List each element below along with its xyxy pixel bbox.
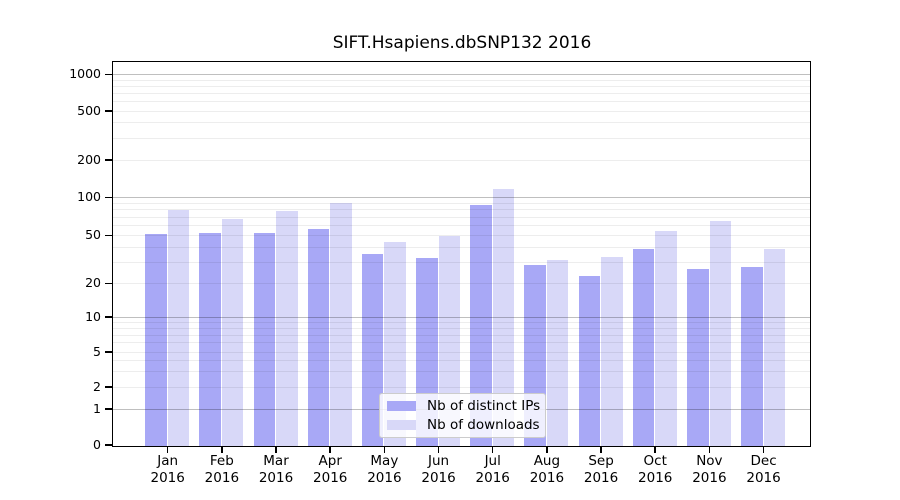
legend-swatch-distinct-ips — [387, 401, 416, 411]
bar-nb-of-downloads-dec — [763, 249, 786, 446]
bar-nb-of-downloads-aug — [546, 260, 569, 446]
gridline-minor-200 — [113, 159, 810, 161]
legend-swatch-downloads — [387, 420, 416, 430]
x-tick-mark-nov — [708, 446, 711, 454]
x-tick-mark-aug — [546, 446, 548, 454]
y-tick-label-10: 10 — [85, 308, 101, 324]
x-tick-mark-dec — [762, 446, 765, 454]
bar-nb-of-distinct-ips-feb — [199, 232, 221, 446]
y-tick-mark-20 — [105, 282, 112, 285]
bar-nb-of-distinct-ips-jan — [145, 233, 167, 446]
bar-nb-of-downloads-jan — [167, 209, 190, 446]
y-tick-label-500: 500 — [77, 102, 101, 118]
x-tick-label-sep: Sep 2016 — [583, 453, 619, 487]
gridline-minor-60 — [113, 225, 810, 226]
chart-title: SIFT.Hsapiens.dbSNP132 2016 — [332, 33, 592, 53]
bar-nb-of-distinct-ips-mar — [253, 232, 276, 446]
x-tick-mark-jun — [437, 446, 440, 454]
x-tick-mark-jan — [166, 446, 169, 454]
bar-nb-of-downloads-sep — [601, 256, 623, 446]
y-tick-label-200: 200 — [77, 151, 101, 167]
x-tick-label-nov: Nov 2016 — [692, 453, 727, 487]
x-tick-mark-mar — [275, 446, 277, 454]
legend-item-distinct-ips: Nb of distinct IPs — [380, 397, 545, 414]
legend-item-downloads: Nb of downloads — [380, 416, 545, 433]
x-tick-label-may: May 2016 — [367, 453, 402, 487]
bar-nb-of-distinct-ips-nov — [687, 269, 709, 446]
gridline-minor-80 — [113, 209, 810, 211]
bar-nb-of-downloads-apr — [330, 203, 352, 446]
x-tick-label-dec: Dec 2016 — [746, 453, 781, 487]
bar-nb-of-distinct-ips-oct — [632, 249, 655, 446]
gridline-minor-70 — [113, 216, 810, 218]
legend-label-downloads: Nb of downloads — [427, 416, 540, 433]
x-tick-mark-oct — [654, 446, 656, 454]
gridline-major-1000 — [113, 74, 810, 75]
bar-nb-of-distinct-ips-apr — [307, 228, 330, 446]
bar-nb-of-distinct-ips-jul — [470, 205, 492, 446]
bar-nb-of-distinct-ips-dec — [741, 267, 763, 446]
x-tick-label-mar: Mar 2016 — [258, 453, 294, 487]
gridline-minor-300 — [113, 137, 810, 139]
x-tick-label-feb: Feb 2016 — [204, 453, 240, 487]
gridline-minor-600 — [113, 100, 810, 102]
y-tick-label-50: 50 — [85, 227, 101, 243]
bar-nb-of-downloads-oct — [655, 230, 677, 446]
x-tick-mark-may — [383, 446, 386, 454]
bar-nb-of-downloads-feb — [221, 218, 244, 446]
x-tick-label-jun: Jun 2016 — [421, 453, 456, 487]
legend-label-distinct-ips: Nb of distinct IPs — [427, 397, 541, 414]
y-tick-mark-500 — [105, 110, 112, 112]
x-tick-label-oct: Oct 2016 — [638, 453, 673, 487]
y-tick-mark-1000 — [105, 73, 112, 76]
gridline-minor-800 — [113, 85, 810, 87]
y-tick-mark-5 — [105, 351, 112, 353]
x-tick-label-aug: Aug 2016 — [529, 453, 565, 487]
x-tick-mark-jul — [491, 446, 494, 454]
x-tick-label-apr: Apr 2016 — [313, 453, 348, 487]
gridline-minor-700 — [113, 92, 810, 94]
y-tick-label-5: 5 — [93, 343, 101, 359]
y-tick-label-2: 2 — [93, 378, 101, 394]
x-tick-mark-feb — [221, 446, 223, 454]
bar-nb-of-distinct-ips-may — [361, 253, 384, 446]
y-tick-mark-50 — [105, 234, 112, 237]
bar-nb-of-downloads-nov — [709, 220, 731, 446]
y-tick-label-1000: 1000 — [69, 66, 101, 82]
gridline-minor-900 — [113, 79, 810, 81]
y-tick-mark-0 — [105, 444, 112, 446]
y-tick-mark-2 — [105, 386, 112, 388]
y-tick-mark-1 — [105, 408, 112, 410]
gridline-minor-90 — [113, 202, 810, 204]
bar-nb-of-distinct-ips-sep — [578, 275, 601, 446]
gridline-minor-400 — [113, 122, 810, 124]
gridline-major-100 — [113, 197, 810, 198]
y-tick-mark-10 — [105, 316, 112, 318]
y-tick-mark-100 — [105, 196, 112, 199]
y-tick-label-20: 20 — [85, 275, 101, 291]
y-tick-label-0: 0 — [93, 436, 101, 452]
x-tick-mark-apr — [329, 446, 331, 454]
gridline-minor-500 — [113, 110, 810, 112]
x-tick-label-jan: Jan 2016 — [150, 453, 185, 487]
x-tick-mark-sep — [600, 446, 602, 454]
plot-area: Nb of distinct IPs Nb of downloads — [112, 61, 811, 447]
bar-nb-of-downloads-mar — [276, 211, 298, 446]
y-tick-label-100: 100 — [77, 189, 101, 205]
bar-nb-of-downloads-jul — [492, 188, 515, 446]
y-tick-label-1: 1 — [93, 400, 101, 416]
x-tick-label-jul: Jul 2016 — [475, 453, 510, 487]
legend: Nb of distinct IPs Nb of downloads — [379, 393, 546, 438]
y-tick-mark-200 — [105, 159, 112, 161]
